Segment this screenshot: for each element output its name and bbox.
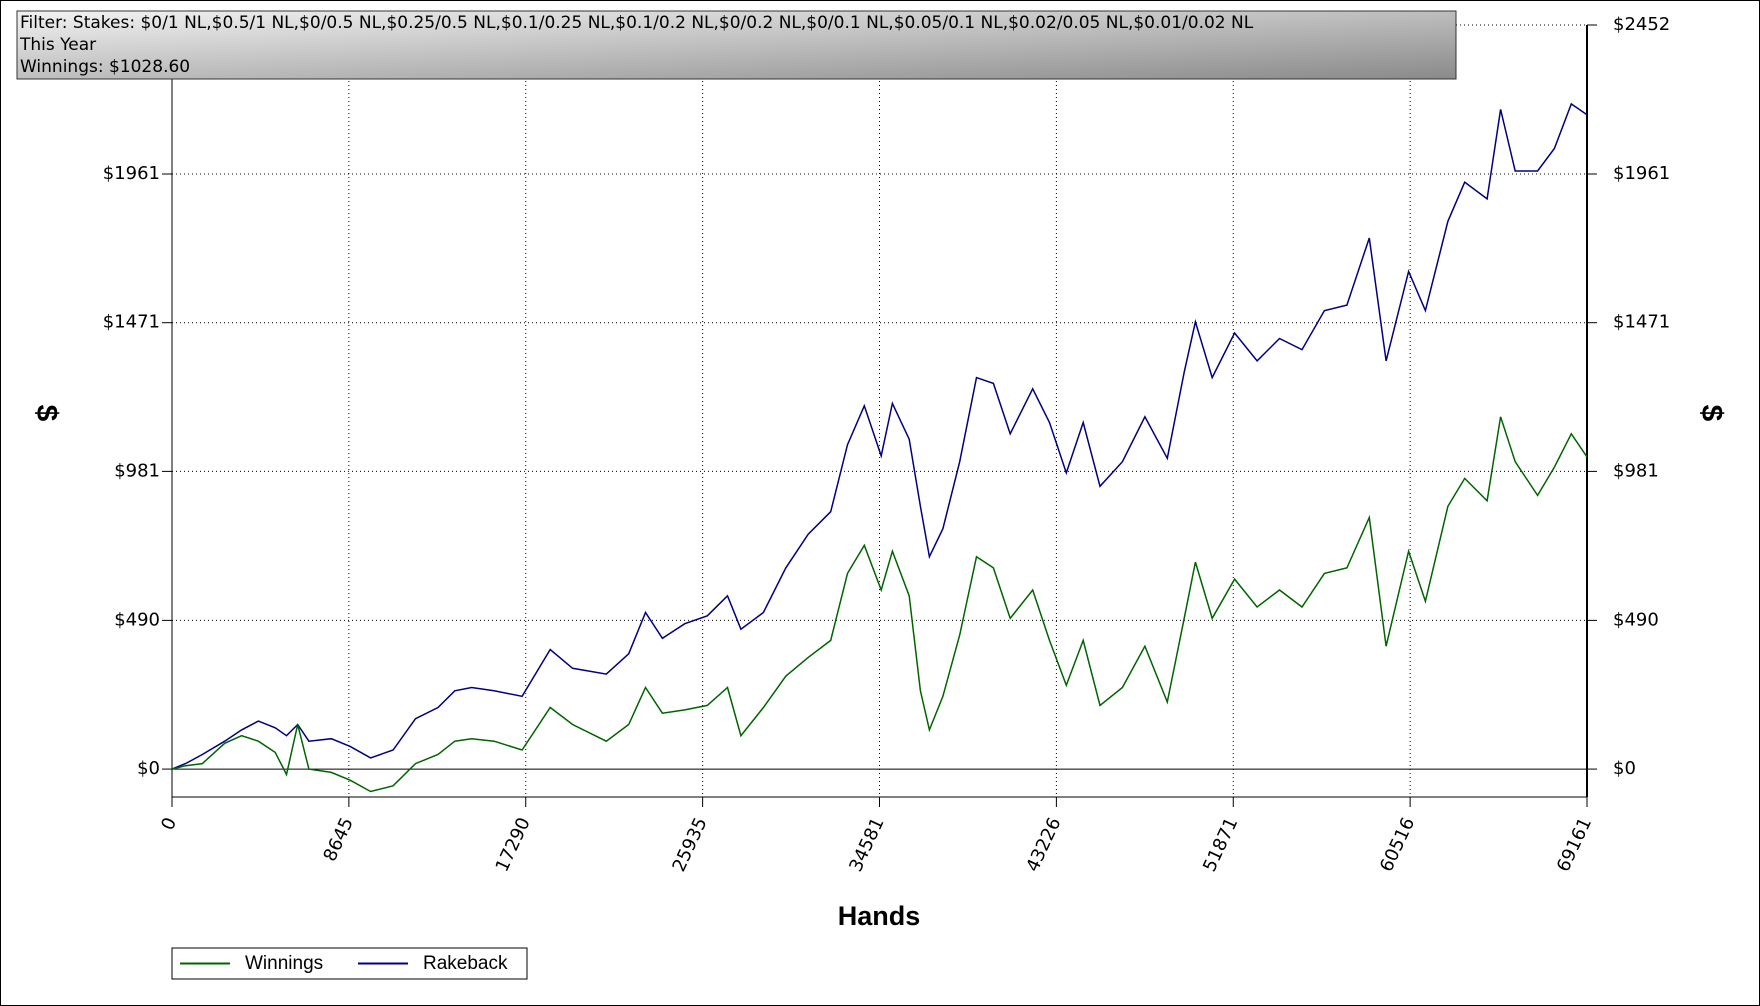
legend-box — [171, 947, 528, 980]
y2-tick-label: $1961 — [1613, 163, 1670, 184]
y2-axis-label: $ — [1695, 405, 1728, 422]
y-axis-label: $ — [30, 405, 63, 422]
y2-tick-label: $490 — [1613, 609, 1659, 630]
winnings-text: Winnings: $1028.60 — [20, 57, 190, 77]
y-tick-label: $490 — [114, 609, 160, 630]
y-tick-label: $981 — [114, 460, 160, 481]
y-tick-label: $1961 — [103, 163, 160, 184]
y2-tick-label: $981 — [1613, 460, 1659, 481]
series-line — [171, 102, 1588, 770]
filter-box: Filter: Stakes: $0/1 NL,$0.5/1 NL,$0/0.5… — [16, 10, 1457, 80]
period-text: This Year — [19, 35, 96, 55]
y2-tick-label: $2452 — [1613, 14, 1670, 35]
legend-label: Winnings — [245, 953, 323, 974]
y-tick-label: $1471 — [103, 312, 160, 333]
series-line — [171, 416, 1588, 793]
y2-tick-label: $0 — [1613, 758, 1636, 779]
y-tick-label: $0 — [137, 758, 160, 779]
x-axis-label: Hands — [838, 901, 921, 931]
legend-label: Rakeback — [423, 953, 508, 974]
y2-tick-label: $1471 — [1613, 312, 1670, 333]
filter-text: Filter: Stakes: $0/1 NL,$0.5/1 NL,$0/0.5… — [20, 13, 1254, 33]
filter-box-bg — [16, 10, 1457, 80]
